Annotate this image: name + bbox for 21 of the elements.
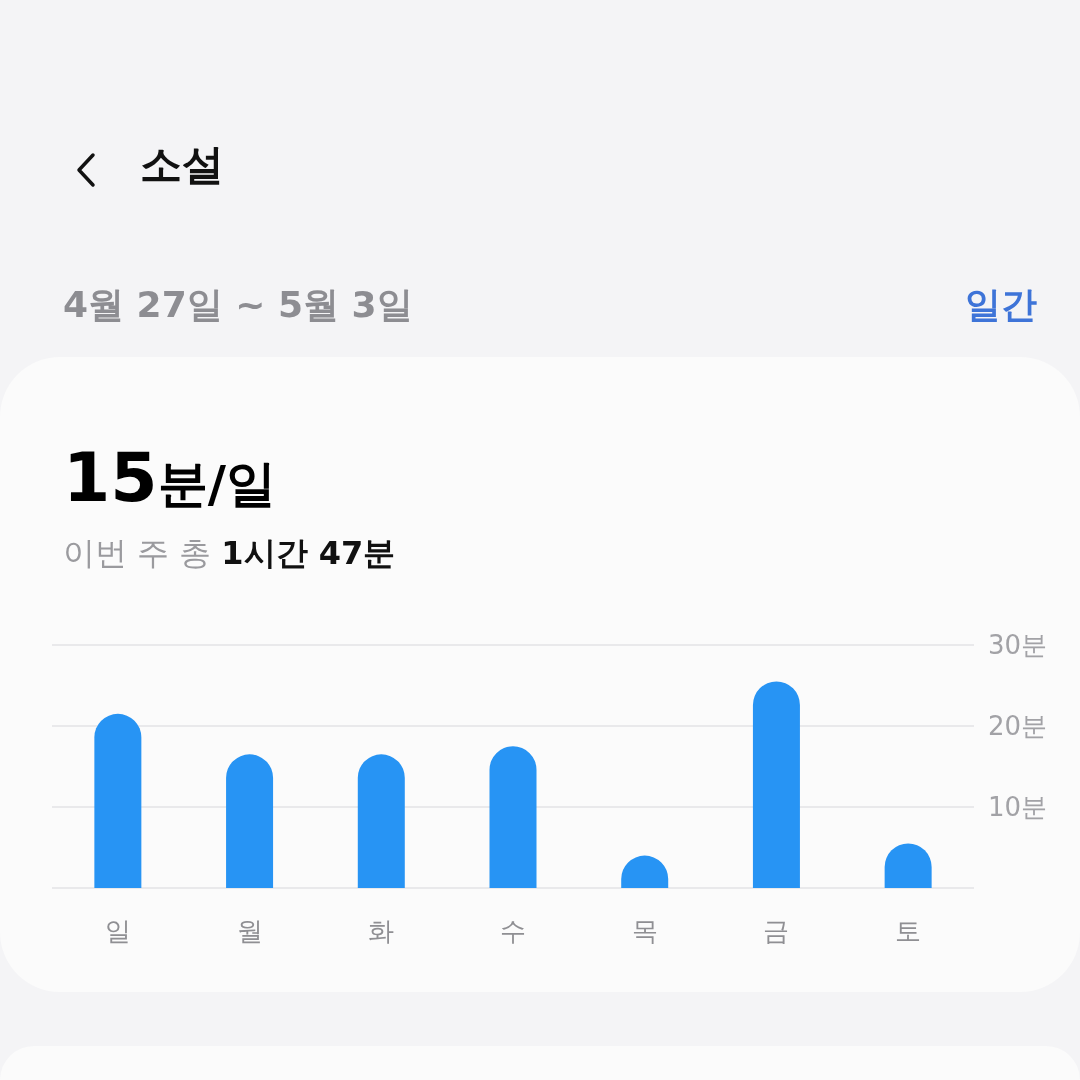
y-tick-label: 30분 <box>988 630 1048 660</box>
bar <box>94 713 142 888</box>
x-tick-label: 목 <box>631 916 658 946</box>
bar <box>226 754 274 888</box>
x-tick-label: 화 <box>368 916 395 946</box>
y-tick-label: 20분 <box>988 711 1048 741</box>
chart-title: 소설 <box>140 140 224 190</box>
text: 일간 <box>965 283 1037 327</box>
x-tick-label: 일 <box>104 916 131 946</box>
chart-subtitle: 4월 27일 ~ 5월 3일 <box>63 283 413 327</box>
bar <box>357 754 405 888</box>
bar <box>752 681 800 888</box>
x-tick-label: 토 <box>895 916 922 946</box>
text: 15분/일 <box>63 438 276 517</box>
x-tick-label: 수 <box>500 916 526 946</box>
text: 이번 주 총 <box>63 534 212 572</box>
x-tick-label: 금 <box>763 916 790 946</box>
x-tick-label: 월 <box>236 916 263 946</box>
y-tick-label: 10분 <box>988 792 1048 822</box>
text: 1시간 47분 <box>221 534 396 572</box>
bar <box>489 746 537 888</box>
